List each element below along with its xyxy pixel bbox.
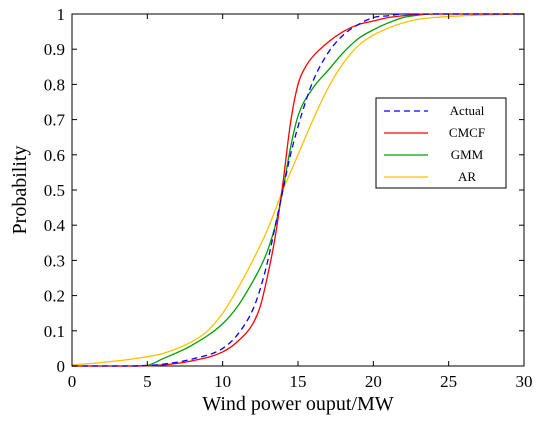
series-line-gmm (72, 13, 524, 367)
series-line-cmcf (72, 13, 524, 367)
x-axis-label: Wind power ouput/MW (202, 393, 394, 415)
y-tick-label: 1 (57, 5, 66, 24)
series-line-ar (71, 13, 525, 366)
x-tick-label: 0 (68, 372, 77, 391)
y-tick-label: 0.4 (44, 216, 66, 235)
y-tick-label: 0.7 (44, 111, 66, 130)
legend-label-actual: Actual (450, 103, 485, 118)
x-tick-label: 25 (440, 372, 457, 391)
y-axis-label: Probability (9, 146, 31, 235)
legend-label-gmm: GMM (451, 147, 484, 162)
x-tick-label: 10 (214, 372, 231, 391)
y-tick-label: 0.8 (44, 75, 65, 94)
legend: Actual CMCF GMM AR (375, 97, 507, 189)
y-tick-label: 0.2 (44, 287, 65, 306)
y-tick-label: 0.1 (44, 322, 65, 341)
plot-area (71, 13, 525, 367)
axis-ticks: 0 5 10 15 20 25 30 0 0.1 0.2 0.3 0.4 0.5 0.6 0.7 0.8 0.9… (44, 5, 533, 391)
y-tick-label: 0.6 (44, 146, 65, 165)
legend-box (375, 97, 507, 189)
y-tick-label: 0.5 (44, 181, 65, 200)
x-tick-label: 15 (290, 372, 307, 391)
y-tick-label: 0.9 (44, 40, 65, 59)
legend-label-cmcf: CMCF (449, 125, 485, 140)
series-lines (71, 13, 525, 367)
y-tick-label: 0 (57, 357, 66, 376)
x-tick-label: 5 (143, 372, 152, 391)
legend-label-ar: AR (458, 169, 476, 184)
series-line-actual (72, 13, 524, 367)
x-tick-label: 30 (516, 372, 533, 391)
y-tick-label: 0.3 (44, 251, 65, 270)
x-tick-label: 20 (365, 372, 382, 391)
